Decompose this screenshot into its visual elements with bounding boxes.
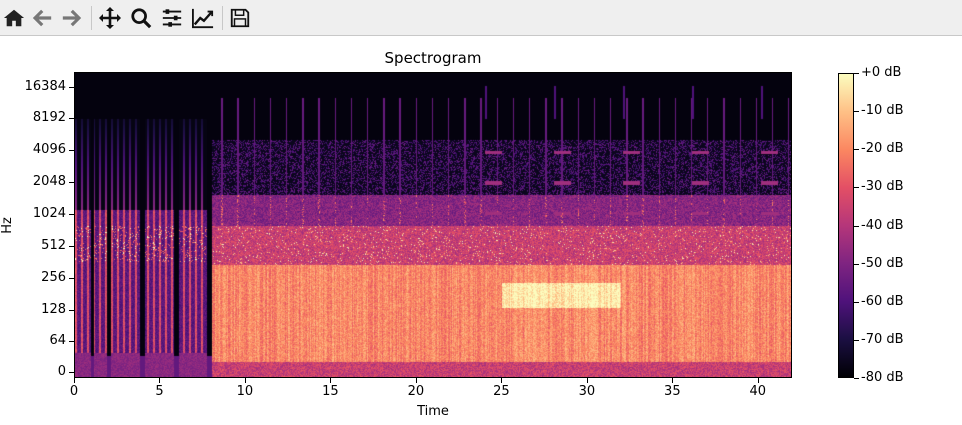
y-tick [69,118,74,119]
y-tick [69,150,74,151]
y-tick-label: 0 [57,364,66,379]
x-tick-label: 35 [664,384,681,399]
arrow-left-icon [32,9,52,27]
colorbar-tick [854,111,859,112]
y-tick-label: 4096 [32,142,66,157]
x-tick [415,378,417,383]
magnifier-icon [131,8,152,29]
x-tick [672,378,674,383]
colorbar-tick [854,378,859,379]
x-tick [757,378,759,383]
y-tick-label: 1024 [32,206,66,221]
back-button[interactable] [28,4,56,32]
colorbar-tick [854,340,859,341]
x-tick-label: 40 [749,384,767,399]
x-tick [244,378,246,383]
y-tick-label: 64 [49,333,66,348]
y-tick-label: 512 [41,238,66,253]
x-tick [330,378,332,383]
forward-button[interactable] [58,4,86,32]
colorbar-tick-label: -10 dB [861,103,904,118]
x-tick-label: 15 [322,384,339,399]
colorbar [838,73,854,378]
colorbar-tick [854,264,859,265]
line-chart-icon [192,8,214,29]
x-tick [74,378,75,383]
sliders-icon [162,9,182,27]
toolbar-separator [222,6,223,30]
move-icon [99,7,121,29]
x-tick [159,378,161,383]
save-button[interactable] [226,4,254,32]
colorbar-tick-label: -60 dB [861,294,904,309]
colorbar-tick [854,302,859,303]
home-button[interactable] [0,4,28,32]
colorbar-tick [854,149,859,150]
y-tick [69,372,74,373]
edit-axis-button[interactable] [189,4,217,32]
x-tick-label: 25 [493,384,510,399]
pan-button[interactable] [96,4,124,32]
y-tick [69,214,74,215]
x-tick-label: 30 [578,384,596,399]
x-tick [501,378,503,383]
y-axis-label: Hz [0,217,15,234]
colorbar-tick [854,187,859,188]
colorbar-tick-label: -20 dB [861,141,904,156]
x-tick-label: 0 [69,384,79,399]
y-tick [69,87,74,88]
y-tick [69,182,74,183]
colorbar-tick-label: -30 dB [861,179,904,194]
chart-title: Spectrogram [384,49,482,67]
floppy-disk-icon [230,8,250,28]
toolbar-separator [91,6,92,30]
y-tick-label: 128 [41,302,66,317]
y-tick [69,341,74,342]
y-tick-label: 16384 [24,79,66,94]
colorbar-tick [854,73,859,74]
colorbar-tick-label: -40 dB [861,218,904,233]
home-icon [3,9,25,27]
x-tick-label: 10 [236,384,254,399]
colorbar-tick [854,226,859,227]
x-axis-label: Time [417,404,449,419]
colorbar-tick-label: -80 dB [861,370,904,385]
spectrogram-heatmap [75,73,791,377]
spectrogram-plot-area[interactable] [74,72,792,378]
colorbar-tick-label: -70 dB [861,332,904,347]
colorbar-tick-label: +0 dB [861,65,902,80]
y-tick [69,278,74,279]
toolbar [0,0,962,36]
arrow-right-icon [62,9,82,27]
y-tick-label: 8192 [32,110,66,125]
colorbar-tick-label: -50 dB [861,256,904,271]
x-tick [586,378,588,383]
y-tick [69,246,74,247]
x-tick-label: 5 [155,384,164,399]
y-tick-label: 2048 [32,174,66,189]
x-tick-label: 20 [407,384,425,399]
configure-subplots-button[interactable] [158,4,186,32]
y-tick [69,310,74,311]
zoom-button[interactable] [127,4,155,32]
y-tick-label: 256 [41,270,66,285]
